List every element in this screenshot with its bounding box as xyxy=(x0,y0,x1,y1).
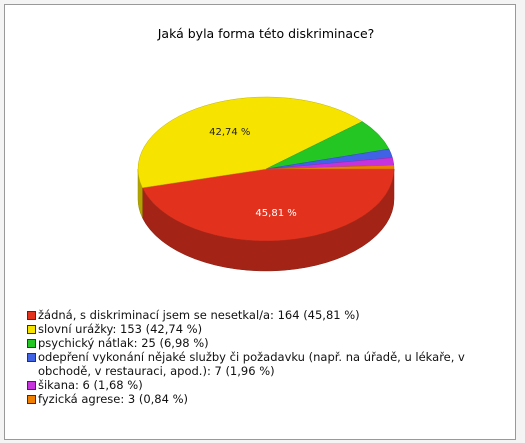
legend-item: šikana: 6 (1,68 %) xyxy=(27,378,515,392)
legend-item: slovní urážky: 153 (42,74 %) xyxy=(27,322,515,336)
legend-swatch xyxy=(27,311,36,320)
slice xyxy=(265,164,395,170)
slice-label: 45,81 % xyxy=(255,208,296,219)
chart: Jaká byla forma této diskriminace? 45,81… xyxy=(137,26,395,272)
legend-swatch xyxy=(27,381,36,390)
legend-swatch xyxy=(27,395,36,404)
legend-item: odepření vykonání nějaké služby či požad… xyxy=(27,350,515,378)
legend-label: šikana: 6 (1,68 %) xyxy=(38,378,143,392)
legend-swatch xyxy=(27,353,36,362)
legend-label: slovní urážky: 153 (42,74 %) xyxy=(38,322,203,336)
slice-label: 42,74 % xyxy=(209,127,250,138)
slice xyxy=(137,96,363,189)
legend-item: fyzická agrese: 3 (0,84 %) xyxy=(27,392,515,406)
legend-item: žádná, s diskriminací jsem se nesetkal/a… xyxy=(27,308,515,322)
legend-swatch xyxy=(27,339,36,348)
legend-label: odepření vykonání nějaké služby či požad… xyxy=(38,350,465,378)
chart-panel: Jaká byla forma této diskriminace? 45,81… xyxy=(4,4,516,440)
legend-item: psychický nátlak: 25 (6,98 %) xyxy=(27,336,515,350)
legend-label: fyzická agrese: 3 (0,84 %) xyxy=(38,392,188,406)
legend-label: psychický nátlak: 25 (6,98 %) xyxy=(38,336,209,350)
legend-swatch xyxy=(27,325,36,334)
legend: žádná, s diskriminací jsem se nesetkal/a… xyxy=(27,308,515,406)
slice xyxy=(142,168,395,242)
legend-label: žádná, s diskriminací jsem se nesetkal/a… xyxy=(38,308,360,322)
chart-title: Jaká byla forma této diskriminace? xyxy=(157,26,375,41)
